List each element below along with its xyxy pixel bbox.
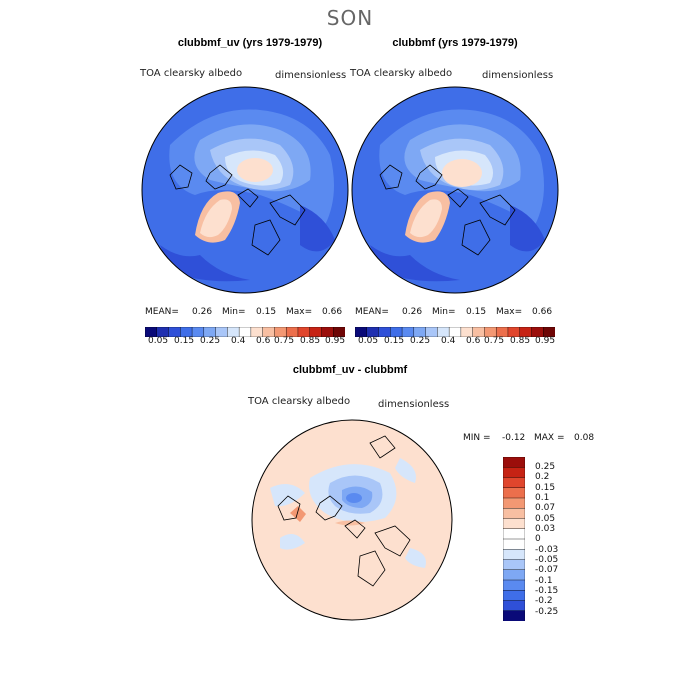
- panel2-coastlines: [379, 164, 516, 256]
- panel3-colorbar-swatch: [502, 477, 526, 489]
- panel3-colorbar-swatch: [502, 467, 526, 479]
- panel2-tick-0.6: 0.6: [466, 336, 481, 346]
- panel1-tick-0.25: 0.25: [200, 336, 221, 346]
- panel1-map: [141, 86, 349, 294]
- panel3-colorbar: [502, 456, 526, 622]
- panel1-tick-0.95: 0.95: [325, 336, 346, 346]
- panel1-tick-0.05: 0.05: [148, 336, 169, 346]
- panel3-map: [251, 419, 453, 621]
- panel3-title: clubbmf_uv - clubbmf: [292, 364, 408, 376]
- panel3-colorbar-swatch: [502, 508, 526, 520]
- panel1-units-label: dimensionless: [275, 70, 347, 81]
- panel1-min-value: 0.15: [256, 307, 277, 317]
- panel1-field-dark-east: [300, 205, 335, 252]
- panel2-max-value: 0.66: [532, 307, 553, 317]
- panel3-colorbar-swatch: [502, 610, 526, 622]
- panel3-colorbar-swatch: [502, 538, 526, 550]
- panel1-tick-0.75: 0.75: [274, 336, 295, 346]
- panel2-min-value: 0.15: [466, 307, 487, 317]
- panel1-mean-value: 0.26: [192, 307, 213, 317]
- panel3-tick-0.07: 0.07: [535, 503, 556, 513]
- panel3-field-negative-core: [346, 493, 362, 503]
- panel3-colorbar-swatch: [502, 549, 526, 561]
- panel3-colorbar-swatch: [502, 559, 526, 571]
- panel2-field-arctic-core: [442, 159, 482, 187]
- panel3-tick-neg0.15: -0.15: [535, 586, 559, 596]
- panel2-tick-0.95: 0.95: [535, 336, 556, 346]
- panel2-max-label: Max=: [496, 307, 523, 317]
- panel3-tick-neg0.07: -0.07: [535, 565, 559, 575]
- panel1-map-border: [141, 86, 349, 294]
- panel2-tick-0.15: 0.15: [384, 336, 405, 346]
- panel2-tick-0.4: 0.4: [441, 336, 456, 346]
- panel2-variable-label: TOA clearsky albedo: [350, 68, 453, 79]
- panel1-tick-0.6: 0.6: [256, 336, 271, 346]
- panel2-field-greenland-core: [410, 199, 442, 238]
- panel2-mean-label: MEAN=: [355, 307, 389, 317]
- panel3-tick-neg0.03: -0.03: [535, 545, 559, 555]
- panel3-colorbar-swatch: [502, 487, 526, 499]
- panel3-tick-neg0.1: -0.1: [535, 576, 553, 586]
- panel1-max-value: 0.66: [322, 307, 343, 317]
- panel3-field-positive-spot: [290, 506, 306, 522]
- panel3-tick-0.2: 0.2: [535, 472, 550, 482]
- panel2-tick-0.75: 0.75: [484, 336, 505, 346]
- panel2-units-label: dimensionless: [482, 70, 554, 81]
- panel3-tick-0.15: 0.15: [535, 483, 556, 493]
- panel3-tick-0.1: 0.1: [535, 493, 550, 503]
- panel3-colorbar-swatch: [502, 569, 526, 581]
- panel3-tick-0.25: 0.25: [535, 462, 556, 472]
- panel2-colorbar: [354, 322, 556, 338]
- panel1-max-label: Max=: [286, 307, 313, 317]
- panel3-min-label: MIN =: [463, 433, 491, 443]
- panel2-mean-value: 0.26: [402, 307, 423, 317]
- panel2-min-label: Min=: [432, 307, 456, 317]
- panel3-colorbar-swatch: [502, 497, 526, 509]
- panel2-title: clubbmf (yrs 1979-1979): [392, 37, 518, 49]
- panel3-colorbar-swatch: [502, 590, 526, 602]
- panel3-tick-neg0.05: -0.05: [535, 555, 559, 565]
- panel1-variable-label: TOA clearsky albedo: [140, 68, 243, 79]
- panel1-tick-0.85: 0.85: [300, 336, 321, 346]
- panel1-field-arctic-core: [237, 158, 273, 182]
- panel3-variable-label: TOA clearsky albedo: [248, 396, 351, 407]
- panel3-map-border: [251, 419, 453, 621]
- panel3-colorbar-swatch: [502, 579, 526, 591]
- panel1-mean-label: MEAN=: [145, 307, 179, 317]
- panel3-tick-neg0.25: -0.25: [535, 607, 559, 617]
- panel2-tick-0.25: 0.25: [410, 336, 431, 346]
- panel3-tick-0: 0: [535, 534, 541, 544]
- panel2-tick-0.05: 0.05: [358, 336, 379, 346]
- panel1-min-label: Min=: [222, 307, 246, 317]
- panel1-title: clubbmf_uv (yrs 1979-1979): [177, 37, 323, 49]
- panel3-tick-neg0.2: -0.2: [535, 596, 553, 606]
- panel3-coastlines: [277, 435, 411, 587]
- panel3-min-value: -0.12: [502, 433, 526, 443]
- panel2-map-border: [351, 86, 559, 294]
- panel1-coastlines: [169, 164, 306, 256]
- panel3-tick-0.05: 0.05: [535, 514, 556, 524]
- panel3-max-value: 0.08: [574, 433, 595, 443]
- panel3-max-label: MAX =: [534, 433, 565, 443]
- panel3-colorbar-swatch: [502, 456, 526, 468]
- panel2-tick-0.85: 0.85: [510, 336, 531, 346]
- panel1-tick-0.15: 0.15: [174, 336, 195, 346]
- panel3-colorbar-swatch: [502, 518, 526, 530]
- panel2-map: [351, 86, 559, 294]
- panel3-colorbar-swatch: [502, 600, 526, 612]
- panel3-tick-0.03: 0.03: [535, 524, 556, 534]
- panel1-tick-0.4: 0.4: [231, 336, 246, 346]
- panel3-units-label: dimensionless: [378, 399, 450, 410]
- season-title: SON: [326, 6, 374, 30]
- panel1-colorbar: [144, 322, 346, 338]
- panel3-colorbar-swatch: [502, 528, 526, 540]
- panel1-field-greenland-core: [200, 199, 232, 238]
- panel2-field-dark-east: [510, 205, 545, 252]
- panel3-field-negative-small: [270, 458, 426, 568]
